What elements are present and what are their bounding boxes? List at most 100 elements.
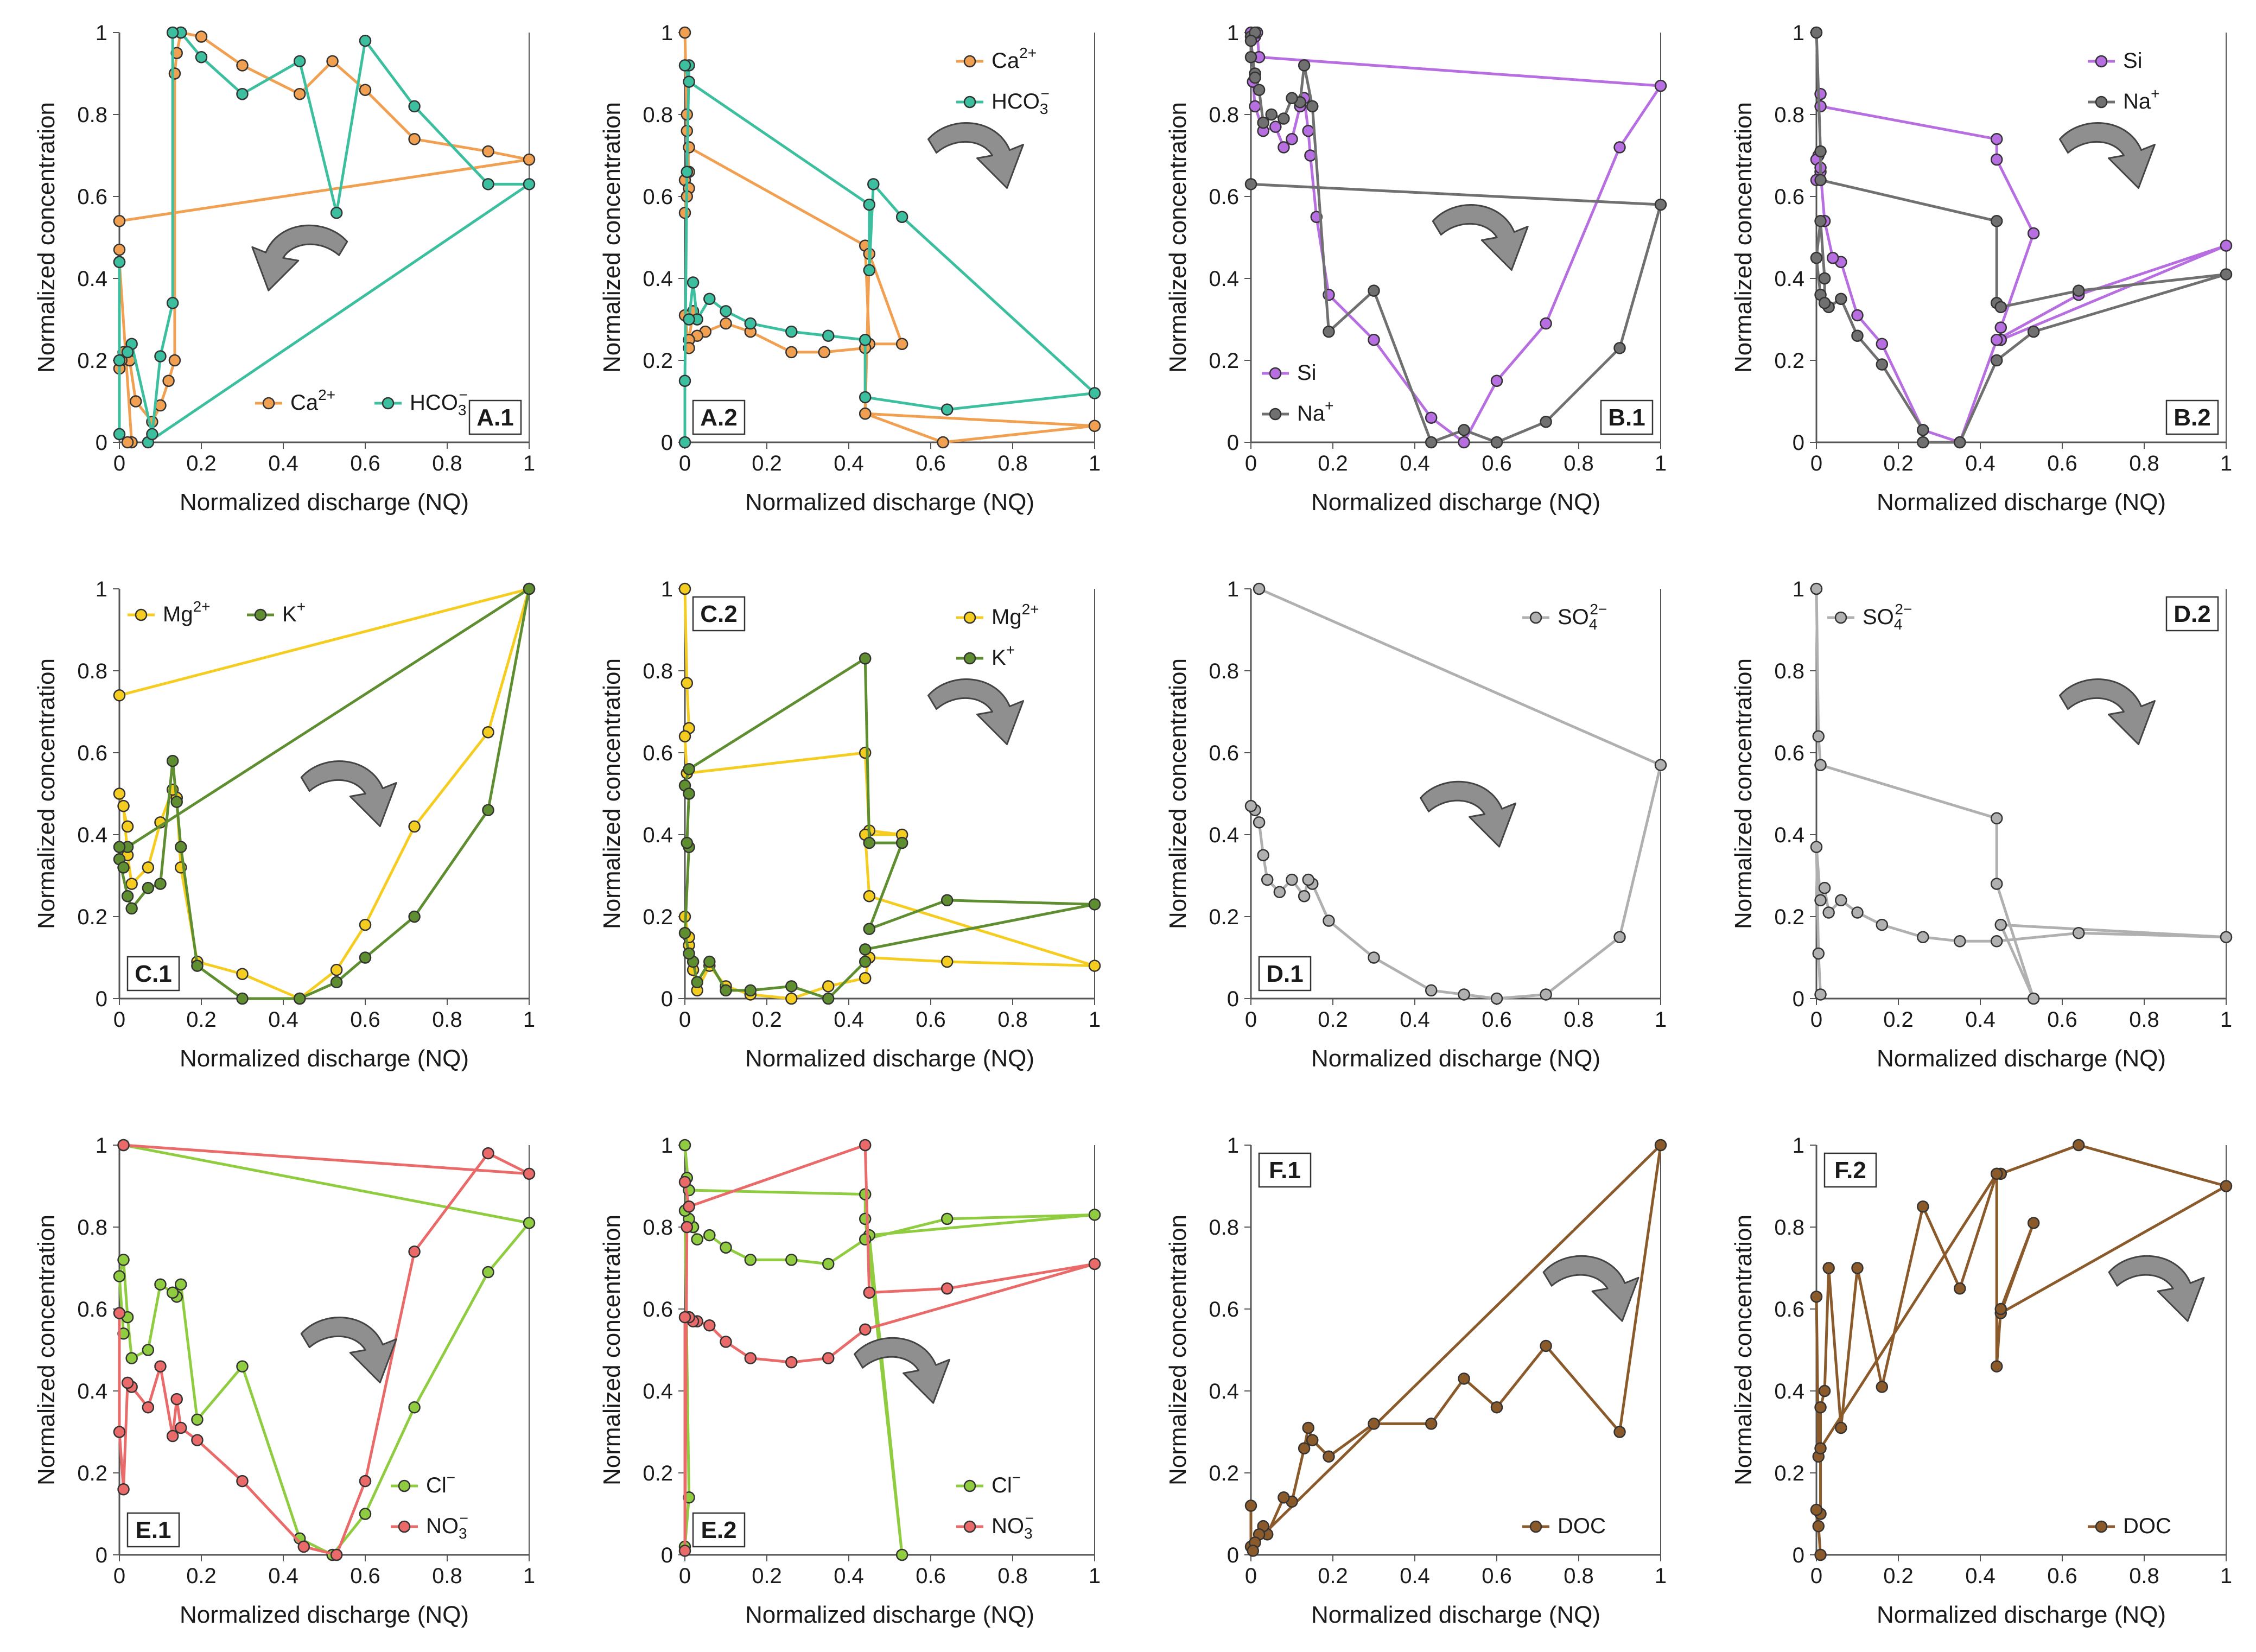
data-point-ca: [937, 436, 949, 449]
data-point-no: [166, 1429, 179, 1443]
data-point-hco: [822, 329, 835, 342]
data-point-si: [1286, 133, 1298, 145]
x-tick-label: 0.2: [1318, 1564, 1348, 1588]
x-axis-title: Normalized discharge (NQ): [1877, 1045, 2166, 1072]
data-point-hco: [523, 178, 536, 190]
data-point-so: [1490, 992, 1503, 1005]
data-point-cl: [359, 1508, 372, 1520]
y-tick-label: 0.2: [643, 1462, 673, 1485]
x-tick-label: 1: [2220, 452, 2232, 475]
data-point-hco: [482, 178, 494, 190]
data-point-na: [1249, 71, 1261, 84]
data-point-so: [1814, 988, 1827, 1001]
data-point-hco: [146, 428, 158, 441]
legend-label-doc: DOC: [1558, 1514, 1606, 1538]
data-point-na: [1814, 145, 1827, 158]
panel-c-2: 00 0.2 0.2 0.4 0.4 0.6 0.6 0.8 0.8 1 1 Normalized d…: [599, 577, 1101, 1072]
data-point-cl: [113, 1270, 126, 1282]
y-tick-label: 0.8: [1209, 659, 1239, 683]
data-point-doc: [1298, 1442, 1311, 1454]
y-tick-label: 0.8: [1774, 103, 1804, 127]
data-point-k: [683, 947, 695, 960]
data-point-k: [681, 836, 694, 849]
x-axis-title: Normalized discharge (NQ): [1311, 489, 1600, 516]
x-tick-label: 0.2: [186, 1008, 217, 1032]
y-tick-label: 0: [661, 1543, 673, 1567]
data-point-na: [1917, 424, 1929, 436]
data-point-so: [1540, 988, 1552, 1001]
data-point-cl: [175, 1278, 187, 1291]
x-tick-label: 0.4: [1965, 452, 1996, 475]
data-point-si: [1249, 100, 1261, 113]
y-tick-label: 1: [661, 1134, 673, 1158]
legend-label-mg: Mg2+: [992, 601, 1039, 629]
panel-b-2: 00 0.2 0.2 0.4 0.4 0.6 0.6 0.8 0.8 1 1 Normalized d…: [1730, 21, 2233, 516]
x-tick-label: 0.4: [1400, 1564, 1430, 1588]
data-point-hco: [121, 346, 134, 359]
data-point-no: [113, 1426, 126, 1438]
legend-label-cl: Cl−: [426, 1469, 455, 1497]
y-tick-label: 0.4: [643, 267, 673, 291]
legend-marker-si: [2095, 55, 2108, 68]
hysteresis-arrow-shape: [251, 224, 348, 291]
data-point-cl: [744, 1254, 757, 1266]
series-line-so: [1815, 588, 2228, 1000]
y-tick-label: 0.8: [1774, 659, 1804, 683]
hysteresis-arrow-icon: [927, 678, 1024, 745]
y-tick-label: 0.8: [643, 1216, 673, 1240]
data-point-so: [1876, 918, 1889, 931]
data-point-so: [1244, 799, 1257, 812]
data-point-cl: [142, 1344, 155, 1356]
data-point-k: [408, 910, 421, 923]
x-tick-label: 0.4: [1400, 1008, 1430, 1032]
x-tick-label: 0.2: [1883, 1008, 1914, 1032]
y-tick-label: 0.2: [77, 349, 107, 373]
data-point-k: [175, 841, 187, 853]
data-point-no: [170, 1393, 183, 1406]
data-point-mg: [681, 677, 694, 689]
data-point-hco: [687, 276, 700, 289]
data-point-hco: [683, 75, 695, 88]
data-point-hco: [330, 206, 343, 219]
data-point-na: [1368, 284, 1380, 297]
data-point-k: [785, 980, 798, 993]
y-axis-title: Normalized concentration: [1165, 658, 1191, 929]
x-tick-label: 1: [1089, 452, 1101, 475]
x-tick-label: 0.2: [1883, 1564, 1914, 1588]
y-tick-label: 0.2: [643, 905, 673, 929]
legend-label-so: SO42−: [1558, 601, 1607, 633]
data-point-na: [1278, 112, 1290, 125]
data-point-no: [142, 1401, 155, 1414]
legend-marker-na: [1269, 408, 1282, 421]
data-point-doc: [1302, 1421, 1314, 1434]
series-line-hco: [683, 63, 1096, 442]
data-point-doc: [1994, 1302, 2007, 1316]
data-point-cl: [678, 1139, 691, 1152]
data-point-mg: [113, 787, 126, 800]
hysteresis-arrow-shape: [1542, 1255, 1639, 1322]
data-point-k: [691, 976, 703, 989]
x-tick-label: 1: [523, 452, 535, 475]
panel-label: D.1: [1266, 961, 1303, 987]
series-line-na: [1815, 32, 2228, 444]
data-point-doc: [1490, 1401, 1503, 1414]
data-point-no: [822, 1352, 835, 1364]
y-tick-label: 0: [1227, 987, 1239, 1011]
x-tick-label: 0.8: [2129, 452, 2159, 475]
data-point-doc: [2220, 1180, 2233, 1192]
legend-marker-no: [963, 1520, 976, 1533]
panel-label: E.1: [135, 1517, 171, 1543]
data-point-cl: [236, 1360, 249, 1373]
data-point-k: [293, 992, 306, 1005]
data-point-mg: [236, 968, 249, 980]
y-tick-label: 0.2: [1209, 905, 1239, 929]
legend-label-hco: HCO3−: [992, 85, 1050, 117]
y-tick-label: 0.8: [1774, 1216, 1804, 1240]
data-point-hco: [236, 88, 249, 100]
data-point-so: [2072, 926, 2085, 939]
data-point-doc: [1814, 1401, 1827, 1414]
y-tick-label: 0.8: [643, 659, 673, 683]
x-tick-label: 0.8: [1564, 1008, 1594, 1032]
legend-marker-si: [1269, 367, 1282, 380]
